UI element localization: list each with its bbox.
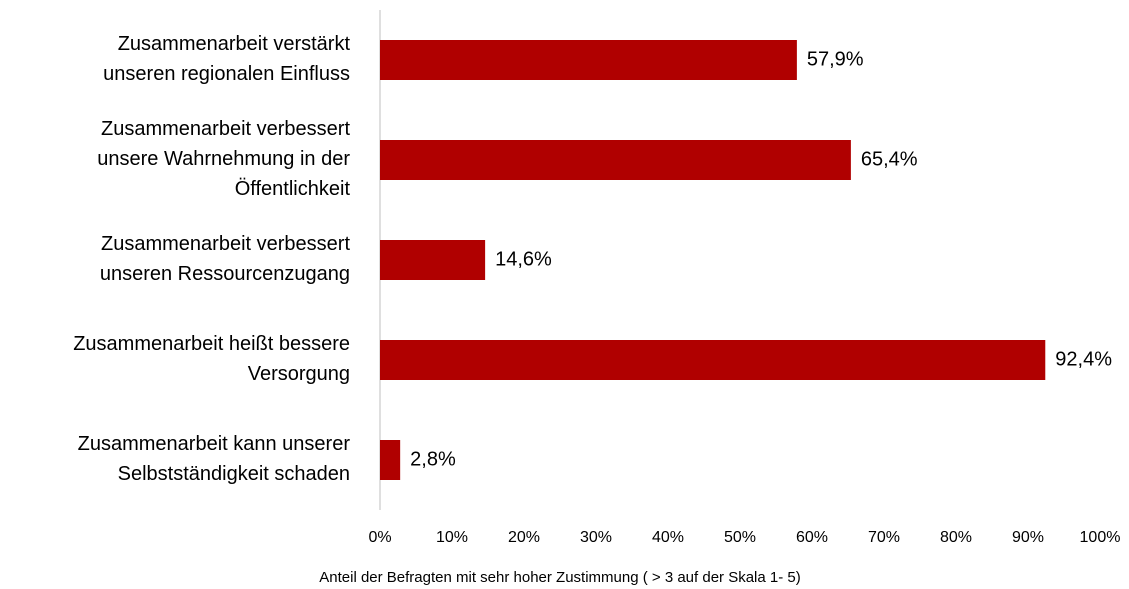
bar [380, 240, 486, 280]
x-tick-label: 40% [652, 529, 684, 546]
bar [380, 440, 401, 480]
value-label: 65,4% [861, 148, 918, 170]
bar [380, 140, 851, 180]
x-tick-label: 80% [940, 529, 972, 546]
x-tick-label: 70% [868, 529, 900, 546]
y-tick-label: Zusammenarbeit kann unserer Selbstständig… [78, 433, 351, 485]
x-tick-label: 100% [1080, 529, 1121, 546]
x-tick-label: 30% [580, 529, 612, 546]
y-tick-label: Zusammenarbeit verbessert unsere Wahrnehm… [97, 118, 350, 200]
x-tick-label: 20% [508, 529, 540, 546]
value-label: 2,8% [410, 448, 456, 470]
x-tick-label: 0% [368, 529, 391, 546]
x-tick-label: 90% [1012, 529, 1044, 546]
y-tick-label: Zusammenarbeit verbessert unseren Ressour… [100, 233, 351, 285]
x-tick-label: 50% [724, 529, 756, 546]
value-label: 92,4% [1055, 348, 1112, 370]
bar [380, 340, 1046, 380]
x-tick-label: 60% [796, 529, 828, 546]
y-tick-label: Zusammenarbeit verstärkt unseren regional… [103, 33, 350, 85]
value-label: 14,6% [495, 248, 552, 270]
value-label: 57,9% [807, 48, 864, 70]
bar [380, 40, 797, 80]
y-tick-label: Zusammenarbeit heißt bessere Versorgung [73, 333, 350, 385]
x-tick-label: 10% [436, 529, 468, 546]
x-axis-label: Anteil der Befragten mit sehr hoher Zust… [319, 569, 800, 586]
